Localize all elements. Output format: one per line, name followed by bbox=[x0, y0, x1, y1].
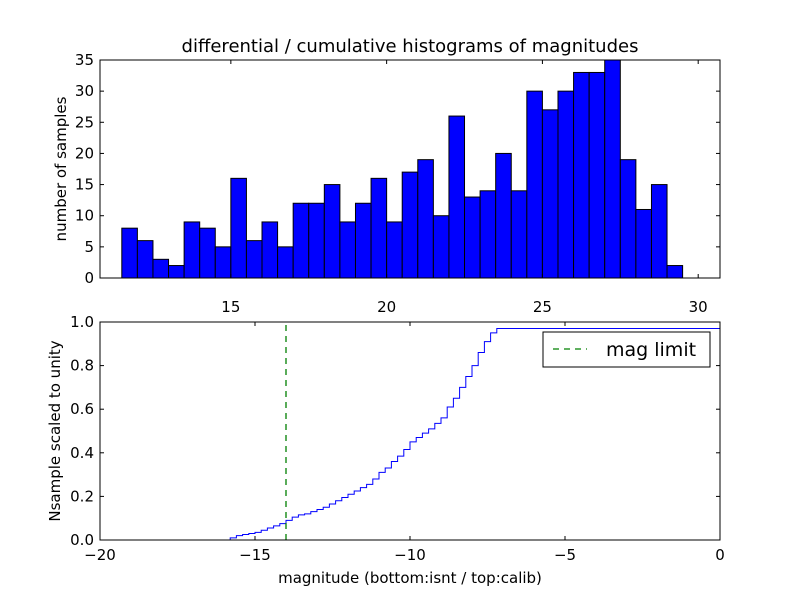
histogram-bar bbox=[635, 208, 652, 279]
histogram-bar bbox=[588, 71, 606, 279]
y-tick-label: 0 bbox=[84, 269, 94, 287]
y-tick-label: 15 bbox=[75, 176, 94, 194]
cumulative-lines bbox=[100, 322, 721, 541]
histogram-bar bbox=[479, 190, 497, 279]
histogram-bar bbox=[183, 221, 201, 279]
histogram-bar bbox=[386, 221, 403, 279]
top-histogram-panel: differential / cumulative histograms of … bbox=[52, 36, 721, 316]
y-tick-label: 1.0 bbox=[70, 313, 94, 331]
histogram-bar bbox=[199, 227, 216, 279]
y-tick-label: 20 bbox=[75, 144, 94, 162]
y-tick-label: 35 bbox=[75, 51, 94, 69]
cumulative-step-line bbox=[100, 322, 721, 541]
bottom-axes-frame bbox=[99, 321, 721, 541]
top-axes-frame bbox=[99, 59, 721, 279]
histogram-bar bbox=[339, 221, 356, 279]
histogram-bar bbox=[245, 240, 263, 279]
y-tick-label: 0.6 bbox=[70, 400, 94, 418]
histogram-bar bbox=[292, 202, 310, 279]
histogram-bar bbox=[152, 258, 170, 279]
x-tick-label: −20 bbox=[84, 546, 116, 564]
histogram-bar bbox=[308, 202, 325, 279]
x-tick-label: −5 bbox=[554, 546, 576, 564]
histogram-bar bbox=[619, 159, 637, 279]
y-tick-label: 0.0 bbox=[70, 531, 94, 549]
y-tick-label: 10 bbox=[75, 207, 94, 225]
x-tick-label: 20 bbox=[377, 298, 396, 316]
bottom-y-axis-label: Nsample scaled to unity bbox=[46, 340, 64, 521]
histogram-bar bbox=[495, 152, 512, 279]
histogram-bars bbox=[121, 59, 684, 279]
histogram-bar bbox=[121, 227, 138, 279]
histogram-bar bbox=[573, 71, 590, 279]
histogram-bar bbox=[323, 184, 341, 279]
x-tick-label: −15 bbox=[239, 546, 271, 564]
x-tick-label: 15 bbox=[221, 298, 240, 316]
histogram-bar bbox=[417, 159, 434, 279]
histogram-bar bbox=[370, 177, 388, 279]
histogram-bar bbox=[168, 265, 185, 279]
y-tick-label: 0.8 bbox=[70, 357, 94, 375]
chart-title: differential / cumulative histograms of … bbox=[182, 36, 639, 57]
x-tick-label: 25 bbox=[533, 298, 552, 316]
x-tick-label: 0 bbox=[715, 546, 725, 564]
legend: mag limit bbox=[542, 331, 711, 368]
legend-box bbox=[542, 331, 711, 368]
histogram-bar bbox=[604, 59, 621, 279]
histogram-bar bbox=[277, 246, 294, 279]
histogram-bar bbox=[526, 90, 543, 279]
histogram-bar bbox=[464, 196, 481, 279]
y-tick-label: 25 bbox=[75, 113, 94, 131]
histogram-bar bbox=[557, 90, 575, 279]
histogram-bar bbox=[214, 246, 232, 279]
histogram-bar bbox=[261, 221, 279, 279]
top-y-axis-label: number of samples bbox=[52, 96, 70, 241]
histogram-bar bbox=[541, 109, 559, 279]
histogram-bar bbox=[510, 190, 528, 279]
y-tick-label: 0.2 bbox=[70, 487, 94, 505]
histogram-bar bbox=[136, 240, 154, 279]
histogram-bar bbox=[401, 171, 419, 279]
histogram-bar bbox=[432, 215, 450, 279]
x-tick-label: −10 bbox=[394, 546, 426, 564]
y-tick-label: 5 bbox=[84, 238, 94, 256]
x-tick-label: 30 bbox=[689, 298, 708, 316]
histogram-bar bbox=[230, 177, 247, 279]
histogram-bar bbox=[354, 202, 372, 279]
y-tick-label: 30 bbox=[75, 82, 94, 100]
top-axis-ticks: 15 20 25 30 0 5 10 15 20 25 30 35 bbox=[75, 51, 720, 316]
histogram-bar bbox=[650, 184, 668, 279]
legend-mag-limit-label: mag limit bbox=[606, 339, 696, 361]
bottom-axis-ticks: −20 −15 −10 −5 0 0.0 0.2 0.4 0.6 0.8 1.0 bbox=[70, 313, 725, 564]
y-tick-label: 0.4 bbox=[70, 444, 94, 462]
cumulative-panel: −20 −15 −10 −5 0 0.0 0.2 0.4 0.6 0.8 1.0 magnitude… bbox=[46, 313, 725, 587]
histogram-bar bbox=[666, 265, 684, 279]
bottom-x-axis-label: magnitude (bottom:isnt / top:calib) bbox=[278, 569, 542, 587]
histogram-bar bbox=[448, 115, 466, 279]
